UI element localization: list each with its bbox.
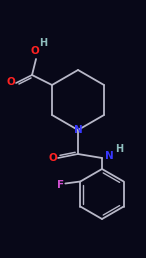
Text: H: H (39, 38, 47, 48)
Text: O: O (31, 46, 39, 56)
Text: O: O (49, 153, 57, 163)
Text: N: N (74, 125, 82, 135)
Text: N: N (105, 151, 113, 161)
Text: O: O (7, 77, 15, 87)
Text: F: F (57, 180, 64, 189)
Text: H: H (115, 144, 123, 154)
